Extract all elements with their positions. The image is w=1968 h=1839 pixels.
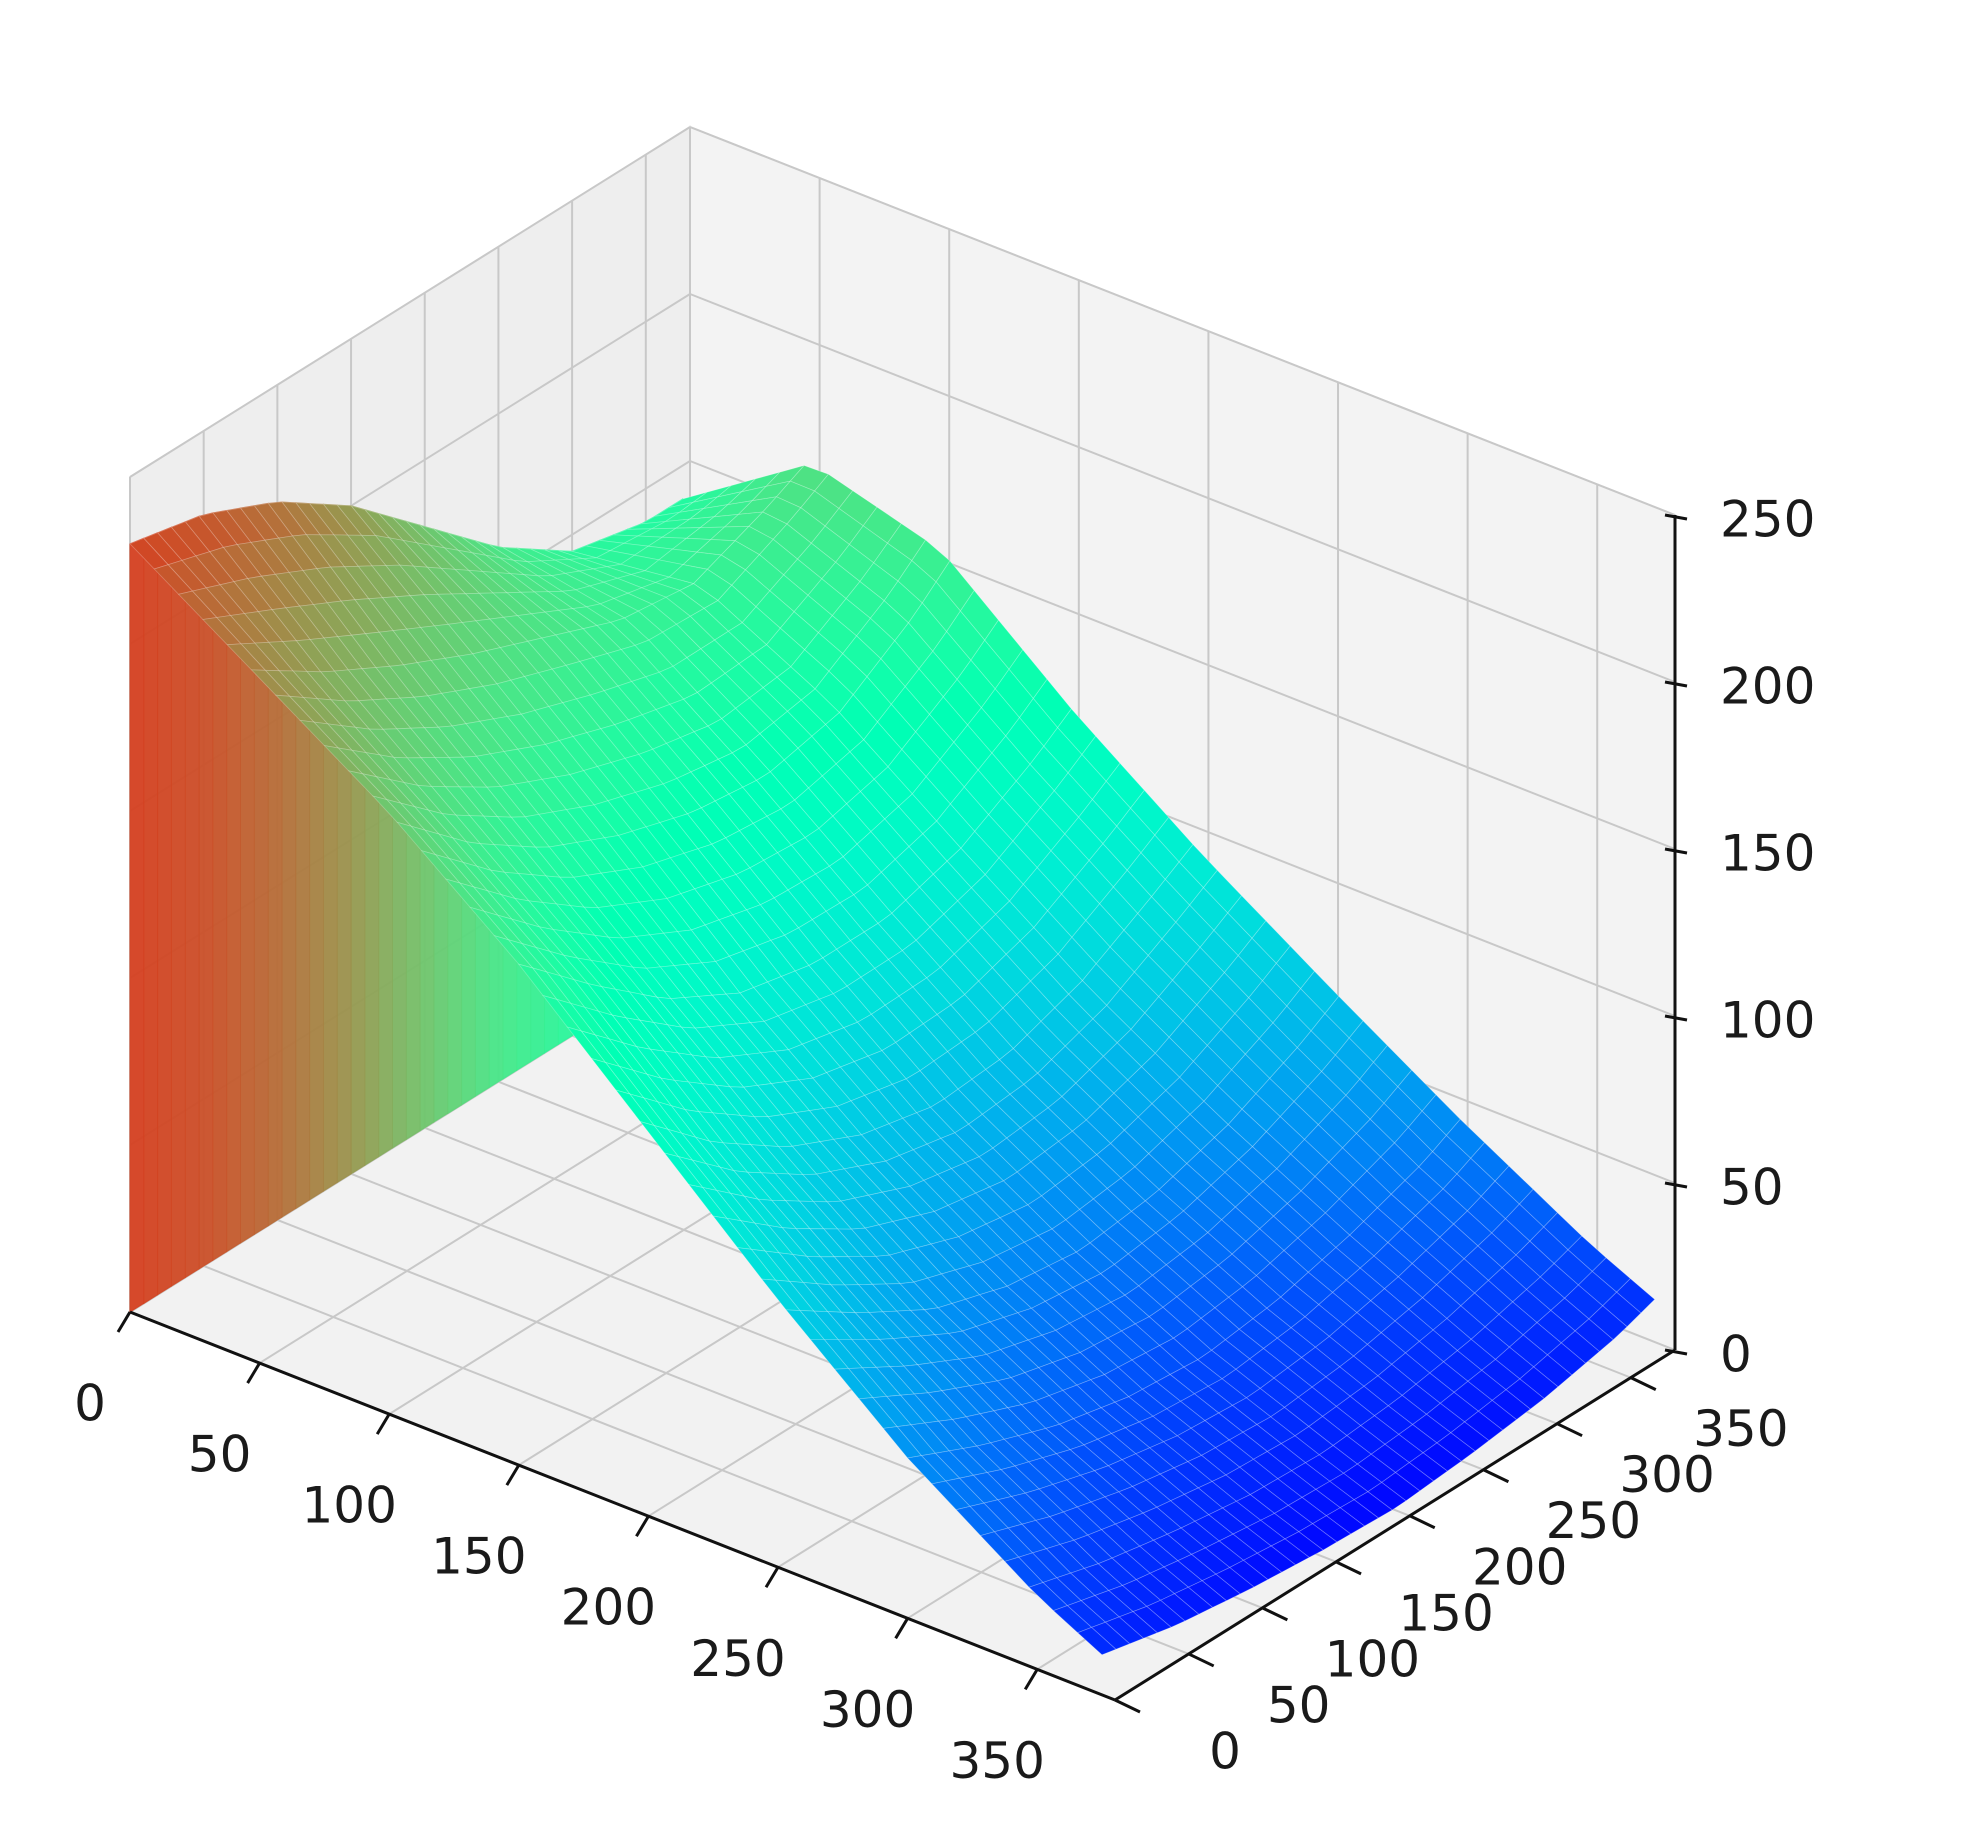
surface-wall-patch <box>129 537 145 1313</box>
surface-wall-patch <box>184 515 200 1279</box>
surface-patch <box>1477 1399 1518 1431</box>
z-tick-label: 250 <box>1720 491 1815 549</box>
z-tick-label: 100 <box>1720 992 1815 1050</box>
z-tick-label: 150 <box>1720 825 1815 883</box>
surface-plot <box>129 464 1656 1656</box>
z-tick-mark <box>1664 680 1688 688</box>
x-tick-label: 0 <box>74 1375 106 1433</box>
surface-patch <box>1090 1621 1131 1650</box>
z-tick-label: 0 <box>1720 1326 1752 1384</box>
y-tick-mark <box>1482 1468 1510 1484</box>
surface-patch <box>1491 1389 1531 1421</box>
x-tick-mark <box>764 1566 780 1589</box>
x-tick-label: 50 <box>188 1426 252 1484</box>
x-tick-label: 150 <box>431 1528 526 1586</box>
y-tick-mark <box>1188 1652 1215 1668</box>
y-tick-label: 0 <box>1209 1723 1241 1781</box>
surface-patch <box>1242 1552 1283 1581</box>
x-tick-label: 100 <box>301 1477 396 1535</box>
surface-patch <box>1159 1593 1200 1622</box>
y-tick-mark <box>1261 1606 1289 1622</box>
x-tick-mark <box>505 1464 521 1486</box>
x-tick-label: 200 <box>561 1579 656 1637</box>
x-tick-mark <box>116 1311 132 1333</box>
axis-lines <box>129 515 1677 1702</box>
y-axis-line <box>1114 1348 1676 1702</box>
surface-wall-patch <box>157 526 172 1296</box>
x-tick-label: 350 <box>949 1732 1044 1790</box>
grid-line-z <box>689 293 1676 683</box>
tick-marks <box>116 513 1688 1714</box>
surface-patch <box>1187 1580 1228 1608</box>
surface-patch <box>1588 1305 1628 1341</box>
surface-patch <box>1602 1291 1642 1328</box>
grid-line-z <box>129 126 691 478</box>
z-tick-mark <box>1664 1181 1688 1189</box>
y-tick-label: 100 <box>1325 1630 1420 1688</box>
z-tick-mark <box>1664 513 1688 521</box>
y-tick-label: 350 <box>1693 1400 1788 1458</box>
x-tick-mark <box>246 1362 261 1384</box>
x-tick-mark <box>375 1413 391 1435</box>
surface-patch <box>1422 1442 1462 1472</box>
z-tick-mark <box>1664 1348 1688 1356</box>
surface-patch <box>1270 1538 1311 1566</box>
z-tick-label: 200 <box>1720 658 1815 716</box>
surface-patch <box>1616 1278 1656 1314</box>
surface-patch <box>1173 1586 1214 1615</box>
surface-patch <box>1436 1432 1476 1462</box>
y-tick-mark <box>1409 1514 1436 1530</box>
grid-line-z <box>689 126 1676 516</box>
x-tick-mark <box>635 1515 650 1537</box>
x-tick-label: 250 <box>690 1630 785 1688</box>
surface-wall-patch <box>170 521 186 1287</box>
z-tick-mark <box>1664 1014 1688 1022</box>
grid-line-y <box>203 1265 1190 1655</box>
y-tick-label: 150 <box>1398 1584 1493 1642</box>
z-tick-mark <box>1664 847 1688 855</box>
surface-patch <box>1256 1545 1297 1573</box>
x-tick-mark <box>894 1617 909 1640</box>
surface-patch <box>1574 1318 1614 1353</box>
y-tick-mark <box>1630 1376 1657 1391</box>
surface-wall-patch <box>143 532 159 1305</box>
x-tick-label: 300 <box>820 1681 915 1739</box>
x-axis-line <box>129 1310 1116 1702</box>
y-tick-mark <box>1335 1560 1362 1576</box>
z-tick-label: 50 <box>1720 1159 1784 1217</box>
y-tick-label: 50 <box>1267 1676 1331 1734</box>
y-tick-mark <box>1556 1422 1583 1438</box>
y-tick-mark <box>1114 1698 1141 1714</box>
surface-patch <box>1228 1559 1269 1588</box>
y-tick-label: 200 <box>1472 1538 1567 1596</box>
x-tick-mark <box>1023 1668 1039 1691</box>
surface-patch <box>1505 1378 1545 1410</box>
surface-patch <box>1104 1616 1145 1645</box>
y-tick-label: 300 <box>1619 1446 1714 1504</box>
surface-patch <box>1076 1626 1117 1656</box>
y-tick-label: 250 <box>1546 1492 1641 1550</box>
